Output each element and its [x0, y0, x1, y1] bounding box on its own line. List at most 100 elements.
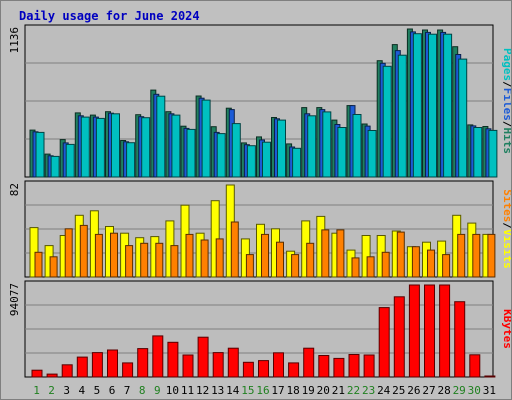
bar-kbytes-day-14 [227, 347, 239, 378]
bar-kbytes-day-22 [348, 354, 360, 378]
bar-pages-day-9 [156, 95, 166, 178]
bar-kbytes-day-1 [31, 369, 43, 378]
bar-pages-day-12 [201, 99, 211, 178]
bar-sites-day-5 [94, 233, 103, 278]
bar-sites-day-23 [366, 256, 375, 278]
bar-sites-day-9 [155, 242, 164, 278]
x-tick-day-20: 20 [317, 384, 330, 397]
bar-kbytes-day-12 [197, 336, 209, 378]
x-tick-day-26: 26 [407, 384, 420, 397]
bar-pages-day-6 [111, 113, 120, 178]
bar-pages-day-29 [458, 58, 468, 178]
bar-sites-day-15 [245, 254, 254, 278]
x-tick-day-28: 28 [437, 384, 450, 397]
bar-kbytes-day-30 [469, 354, 481, 378]
bar-kbytes-day-21 [333, 357, 345, 378]
bar-sites-day-12 [200, 239, 209, 278]
bar-sites-day-21 [336, 229, 345, 278]
bar-pages-day-23 [367, 130, 377, 178]
legend-sites: Sites [501, 189, 511, 222]
legend-pages-files-hits: Pages/Files/Hits [501, 48, 511, 154]
bar-pages-day-30 [473, 127, 483, 178]
bar-sites-day-25 [396, 231, 405, 278]
bar-pages-day-17 [277, 119, 286, 178]
legend-separator: / [501, 222, 511, 229]
bar-pages-day-15 [246, 145, 256, 178]
legend-pages: Pages [501, 48, 511, 81]
x-tick-day-18: 18 [286, 384, 299, 397]
bar-pages-day-20 [322, 111, 332, 178]
x-tick-day-10: 10 [166, 384, 179, 397]
bar-pages-day-28 [443, 33, 453, 178]
bar-sites-day-22 [351, 257, 360, 278]
bar-pages-day-24 [382, 65, 392, 178]
bar-sites-day-17 [276, 241, 284, 278]
legend-visits: Visits [501, 229, 511, 269]
visits-sites-bars [29, 184, 496, 278]
chart-title: Daily usage for June 2024 [19, 9, 200, 23]
x-tick-day-5: 5 [94, 384, 101, 397]
bar-kbytes-day-13 [212, 352, 224, 378]
bar-kbytes-day-25 [393, 296, 405, 378]
bar-kbytes-day-19 [303, 347, 315, 378]
x-tick-day-25: 25 [392, 384, 405, 397]
bar-sites-day-14 [230, 221, 239, 278]
bar-kbytes-day-20 [318, 355, 330, 378]
visits-sites-panel: 82 Sites/Visits [8, 180, 511, 278]
bar-pages-day-1 [35, 131, 45, 178]
bar-sites-day-29 [457, 233, 466, 278]
x-tick-day-12: 12 [196, 384, 209, 397]
bar-kbytes-day-3 [61, 364, 73, 378]
bar-sites-day-27 [427, 249, 435, 278]
bar-kbytes-day-18 [288, 362, 300, 378]
bar-kbytes-day-2 [46, 373, 58, 378]
x-tick-day-14: 14 [226, 384, 240, 397]
bar-pages-day-22 [352, 114, 362, 178]
bar-sites-day-2 [49, 256, 58, 278]
bar-sites-day-19 [306, 242, 315, 278]
x-tick-day-16: 16 [256, 384, 269, 397]
legend-files: Files [501, 88, 511, 121]
x-tick-day-27: 27 [422, 384, 435, 397]
bar-pages-day-16 [262, 141, 271, 178]
bar-kbytes-day-17 [273, 352, 284, 378]
x-tick-day-22: 22 [347, 384, 360, 397]
bar-pages-day-26 [412, 33, 422, 178]
bar-sites-day-10 [170, 245, 179, 278]
bar-sites-day-4 [79, 224, 88, 278]
x-tick-day-24: 24 [377, 384, 391, 397]
bar-sites-day-3 [64, 228, 73, 278]
bar-sites-day-24 [381, 251, 390, 278]
bar-pages-day-25 [397, 54, 407, 178]
legend-hits: Hits [501, 128, 511, 155]
bar-pages-day-19 [307, 115, 317, 178]
bar-pages-day-3 [65, 143, 75, 178]
x-tick-day-7: 7 [124, 384, 131, 397]
bar-kbytes-day-11 [182, 354, 194, 378]
y-max-label: 94077 [8, 283, 21, 316]
bar-sites-day-16 [261, 233, 269, 278]
bar-kbytes-day-7 [122, 362, 134, 378]
x-tick-day-8: 8 [139, 384, 146, 397]
bar-sites-day-18 [291, 254, 300, 278]
bar-sites-day-28 [442, 254, 451, 278]
x-tick-day-31: 31 [483, 384, 496, 397]
bar-pages-day-7 [126, 142, 136, 178]
bar-pages-day-8 [141, 117, 151, 178]
bar-kbytes-day-9 [152, 335, 164, 378]
legend-separator: / [501, 121, 511, 128]
bar-kbytes-day-26 [408, 284, 420, 378]
bar-visits-day-23 [361, 235, 371, 278]
hits-files-pages-panel: 1136 Pages/Files/Hits [8, 24, 511, 178]
bar-sites-day-1 [34, 251, 43, 278]
hits-files-pages-bars [29, 28, 498, 178]
bar-pages-day-14 [231, 123, 241, 178]
bar-pages-day-11 [186, 128, 196, 178]
legend-kbytes: KBytes [501, 309, 511, 349]
x-tick-day-4: 4 [78, 384, 85, 397]
bar-sites-day-6 [110, 232, 118, 278]
bar-kbytes-day-23 [363, 354, 375, 378]
bar-pages-day-5 [95, 117, 105, 178]
x-tick-day-17: 17 [271, 384, 284, 397]
legend-kbytes-label: KBytes [501, 309, 511, 349]
